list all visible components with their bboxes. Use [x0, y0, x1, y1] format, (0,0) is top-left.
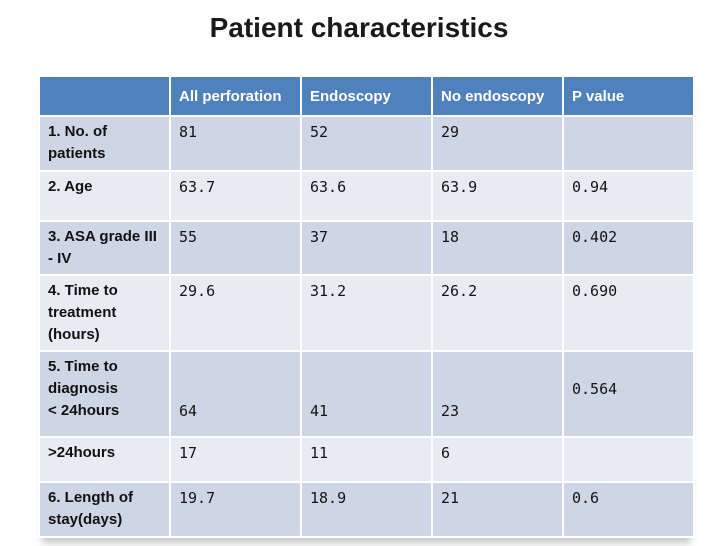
table-cell: 63.7 [169, 170, 302, 222]
table-cell: 52 [300, 115, 433, 172]
table-cell: 0.94 [562, 170, 695, 222]
table-cell: 41 [300, 350, 433, 438]
patient-characteristics-table: All perforation Endoscopy No endoscopy P… [38, 75, 695, 538]
table-row: 6. Length of stay(days) 19.7 18.9 21 0.6 [38, 481, 695, 538]
table-cell: 21 [431, 481, 564, 538]
table-row: >24hours 17 11 6 [38, 436, 695, 483]
table-cell: 29 [431, 115, 564, 172]
table-cell: 23 [431, 350, 564, 438]
row-label: 3. ASA grade III - IV [38, 220, 171, 276]
table-cell: 19.7 [169, 481, 302, 538]
table-cell [562, 436, 695, 483]
table-cell: 0.690 [562, 274, 695, 352]
row-label: 4. Time to treatment (hours) [38, 274, 171, 352]
table-cell: 63.9 [431, 170, 564, 222]
table-cell: 29.6 [169, 274, 302, 352]
table-cell: 31.2 [300, 274, 433, 352]
table-cell: 63.6 [300, 170, 433, 222]
table-cell: 64 [169, 350, 302, 438]
column-header-all-perforation: All perforation [169, 75, 302, 117]
table-row: 1. No. of patients 81 52 29 [38, 115, 695, 172]
column-header-p-value: P value [562, 75, 695, 117]
table-cell: 17 [169, 436, 302, 483]
row-label: 1. No. of patients [38, 115, 171, 172]
row-label: 2. Age [38, 170, 171, 222]
row-label: >24hours [38, 436, 171, 483]
column-header-endoscopy: Endoscopy [300, 75, 433, 117]
table-row: 4. Time to treatment (hours) 29.6 31.2 2… [38, 274, 695, 352]
table-cell: 0.402 [562, 220, 695, 276]
table-cell: 18 [431, 220, 564, 276]
table-row: 5. Time to diagnosis < 24hours 64 41 23 … [38, 350, 695, 438]
column-header-blank [38, 75, 171, 117]
table-cell: 81 [169, 115, 302, 172]
table-cell [562, 115, 695, 172]
table-cell: 18.9 [300, 481, 433, 538]
page-title: Patient characteristics [209, 12, 509, 43]
table-cell: 6 [431, 436, 564, 483]
table-cell: 55 [169, 220, 302, 276]
table-cell: 11 [300, 436, 433, 483]
table-cell: 26.2 [431, 274, 564, 352]
column-header-no-endoscopy: No endoscopy [431, 75, 564, 117]
row-label: 5. Time to diagnosis < 24hours [38, 350, 171, 438]
header-row: All perforation Endoscopy No endoscopy P… [38, 75, 695, 117]
table-cell: 37 [300, 220, 433, 276]
table-row: 2. Age 63.7 63.6 63.9 0.94 [38, 170, 695, 222]
table-cell: 0.564 [562, 350, 695, 438]
table-row: 3. ASA grade III - IV 55 37 18 0.402 [38, 220, 695, 276]
row-label: 6. Length of stay(days) [38, 481, 171, 538]
table-cell: 0.6 [562, 481, 695, 538]
